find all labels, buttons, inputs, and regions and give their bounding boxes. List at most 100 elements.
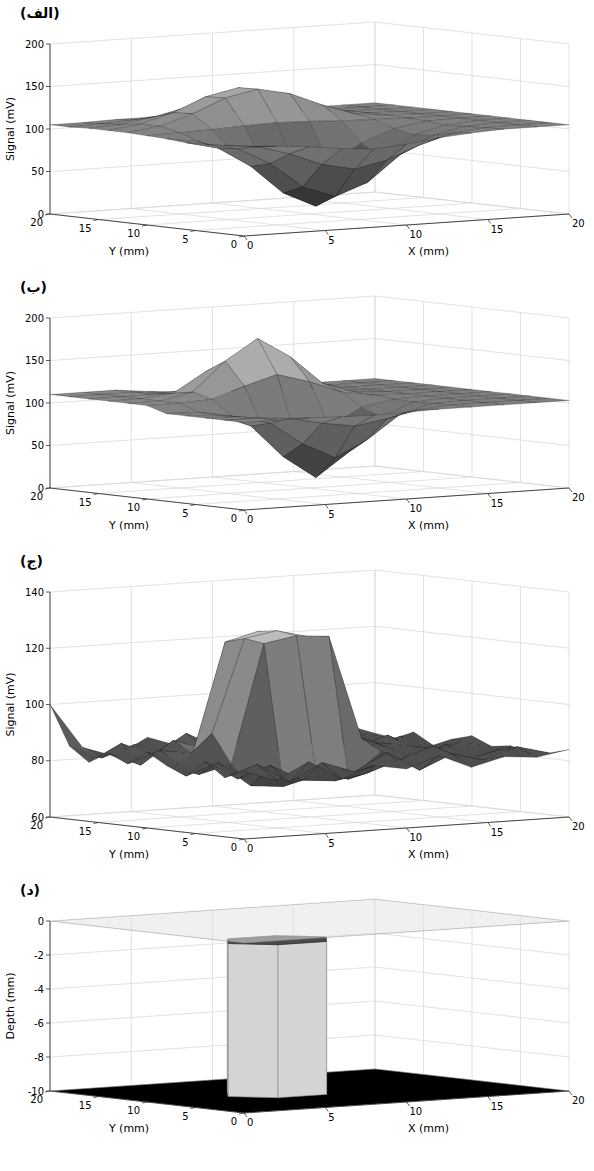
- x-tick-label: 0: [247, 240, 253, 251]
- y-tick-label: 15: [79, 223, 92, 234]
- surface-cell: [147, 403, 199, 413]
- axes: [50, 44, 569, 236]
- y-tick: [94, 823, 99, 824]
- z-tick: [46, 989, 50, 990]
- surface-cell: [225, 764, 277, 780]
- y-tick: [191, 231, 196, 232]
- surface-cell: [108, 750, 160, 765]
- grid-line: [50, 795, 375, 817]
- z-tick-label: 140: [25, 587, 44, 598]
- ticks: 0510152005101520050100150200: [25, 39, 585, 252]
- y-tick: [142, 499, 147, 500]
- panel-title: (د): [20, 882, 40, 898]
- z-tick-label: 150: [25, 355, 44, 366]
- y-axis-line: [50, 214, 244, 236]
- z-tick: [46, 86, 50, 87]
- figure-container: 0510152005101520050100150200Y (mm)X (mm)…: [0, 0, 594, 1171]
- panel: 0510152005101520050100150200Y (mm)X (mm)…: [4, 5, 585, 258]
- panel-title: (ج): [20, 553, 43, 570]
- plot-area: [50, 899, 569, 1113]
- z-tick: [46, 592, 50, 593]
- y-tick: [239, 839, 244, 840]
- z-tick: [46, 44, 50, 45]
- y-tick: [191, 834, 196, 835]
- grid-line: [520, 916, 521, 1086]
- figure-svg: 0510152005101520050100150200Y (mm)X (mm)…: [0, 0, 594, 1171]
- surface-cell: [147, 133, 199, 142]
- y-tick: [45, 214, 50, 215]
- x-axis-title: X (mm): [408, 245, 449, 258]
- grid-line: [244, 817, 569, 839]
- x-axis-line: [244, 214, 569, 236]
- z-tick: [46, 129, 50, 130]
- grid-line: [375, 1001, 569, 1023]
- x-axis-title: X (mm): [408, 1122, 449, 1135]
- x-tick-label: 5: [328, 1112, 334, 1123]
- grid-line: [50, 817, 244, 839]
- grid-line: [375, 424, 569, 446]
- grid-line: [375, 570, 569, 592]
- z-tick-label: -10: [28, 1086, 44, 1097]
- x-axis-line: [244, 488, 569, 510]
- x-tick-label: 0: [247, 1117, 253, 1128]
- surface-cell: [290, 417, 342, 423]
- grid-line: [375, 626, 569, 648]
- z-tick-label: 50: [31, 440, 44, 451]
- z-tick-label: 100: [25, 699, 44, 710]
- grid-line: [50, 339, 375, 361]
- grid: [50, 899, 569, 1113]
- surface-cell: [166, 412, 218, 416]
- z-tick: [46, 760, 50, 761]
- x-tick-label: 10: [410, 1106, 423, 1117]
- surface-cell: [420, 405, 472, 410]
- prism-side: [228, 944, 278, 1098]
- x-axis-title: X (mm): [408, 519, 449, 532]
- x-tick-label: 20: [572, 492, 585, 503]
- x-tick-label: 5: [328, 509, 334, 520]
- surface-cell: [225, 418, 277, 422]
- grid-line: [244, 214, 569, 236]
- grid-line: [375, 381, 569, 403]
- y-tick: [142, 225, 147, 226]
- z-tick-label: 200: [25, 39, 44, 50]
- grid: [50, 22, 569, 236]
- y-tick-label: 0: [231, 1116, 237, 1127]
- surface-cell: [355, 753, 407, 772]
- y-tick: [239, 510, 244, 511]
- grid-line: [50, 214, 244, 236]
- grid-line: [50, 570, 375, 592]
- surface-cell: [186, 761, 238, 778]
- grid-line: [375, 466, 569, 488]
- y-axis-title: Y (mm): [108, 519, 149, 532]
- z-tick-label: 0: [38, 916, 44, 927]
- grid-line: [50, 921, 51, 1091]
- ticks: 0510152005101520-10-8-6-4-20: [28, 916, 585, 1129]
- y-tick: [142, 1102, 147, 1103]
- y-tick-label: 0: [231, 239, 237, 250]
- x-tick-label: 20: [572, 821, 585, 832]
- y-tick: [239, 236, 244, 237]
- grid-line: [196, 483, 521, 505]
- x-tick-label: 10: [410, 832, 423, 843]
- y-tick-label: 5: [182, 234, 188, 245]
- z-tick: [46, 488, 50, 489]
- grid-line: [375, 795, 569, 817]
- z-tick-label: -4: [34, 984, 44, 995]
- grid-line: [99, 801, 424, 823]
- x-axis-title: X (mm): [408, 848, 449, 861]
- y-axis-line: [50, 488, 244, 510]
- x-tick-label: 20: [572, 1095, 585, 1106]
- z-tick-label: -2: [34, 950, 44, 961]
- surface-cell: [452, 128, 504, 134]
- x-tick-label: 15: [491, 827, 504, 838]
- grid-line: [50, 296, 375, 318]
- y-tick: [94, 1097, 99, 1098]
- z-tick-label: 120: [25, 643, 44, 654]
- y-tick-label: 5: [182, 508, 188, 519]
- ticks: 05101520051015206080100120140: [25, 587, 585, 855]
- plane: [50, 899, 569, 943]
- grid-line: [50, 488, 244, 510]
- plot-area: [50, 631, 569, 787]
- z-axis-line: [50, 921, 51, 1091]
- grid-line: [147, 806, 472, 828]
